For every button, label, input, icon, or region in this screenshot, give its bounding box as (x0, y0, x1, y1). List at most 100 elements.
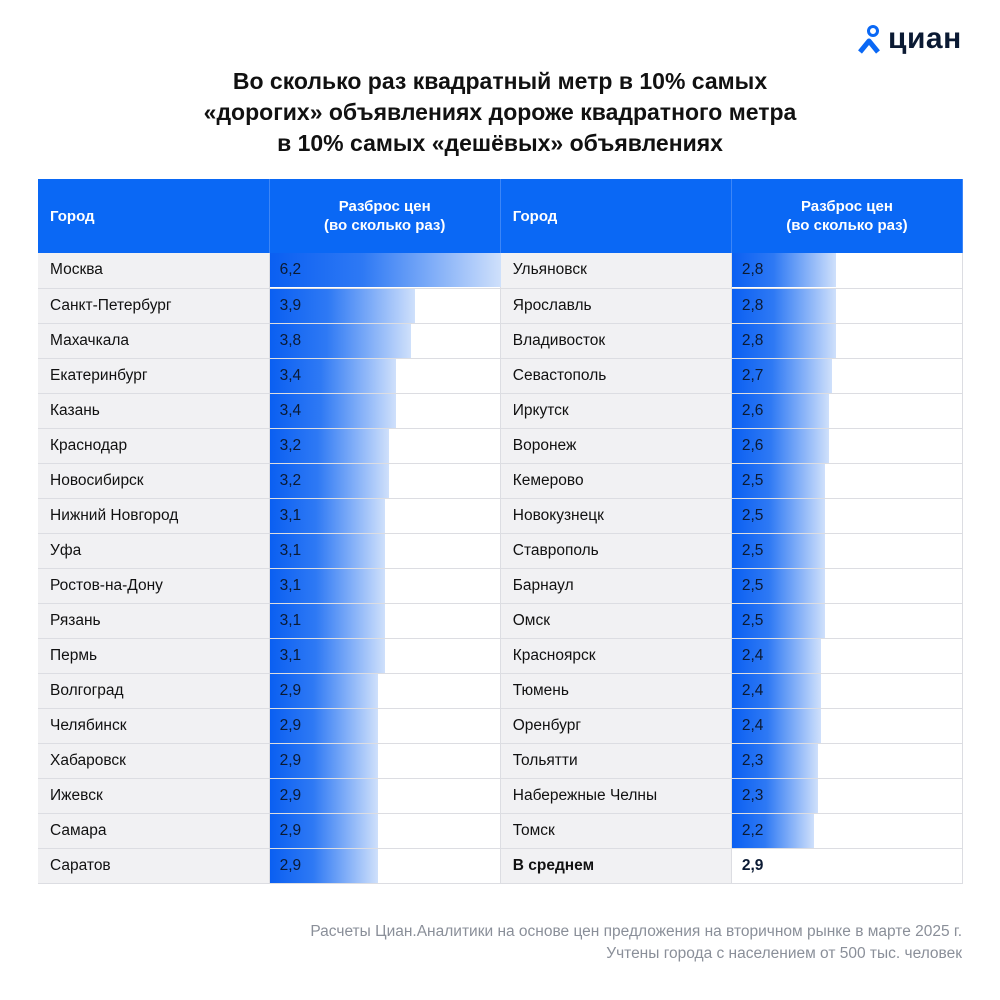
value-label: 2,9 (279, 681, 302, 699)
logo-text: циан (888, 22, 962, 55)
value-label: 2,6 (741, 401, 764, 419)
value-bar (731, 253, 837, 287)
city-cell: Воронеж (500, 428, 732, 464)
city-cell: Барнаул (500, 568, 732, 604)
value-cell: 2,9 (731, 848, 964, 884)
value-label: 2,5 (741, 611, 764, 629)
table-row: Волгоград 2,9 Тюмень 2,4 (38, 673, 964, 709)
value-cell: 2,4 (731, 638, 964, 674)
value-label: 2,9 (279, 716, 302, 734)
table-row: Уфа 3,1 Ставрополь 2,5 (38, 533, 964, 569)
value-label: 3,4 (279, 366, 302, 384)
city-cell: Красноярск (500, 638, 732, 674)
title-line: «дорогих» объявлениях дороже квадратного… (203, 99, 797, 125)
value-bar (269, 673, 378, 708)
value-bar (269, 638, 386, 673)
value-label: 2,8 (741, 261, 764, 279)
table-row: Краснодар 3,2 Воронеж 2,6 (38, 428, 964, 464)
footnote-line: Учтены города с населением от 500 тыс. ч… (606, 945, 962, 962)
value-label: 2,9 (279, 821, 302, 839)
value-bar (269, 568, 386, 603)
city-cell: Волгоград (38, 673, 270, 709)
value-label: 3,1 (279, 506, 302, 524)
footnote-line: Расчеты Циан.Аналитики на основе цен пре… (310, 923, 962, 940)
value-bar (269, 778, 378, 813)
value-cell: 2,8 (731, 253, 964, 289)
header-value: Разброс цен (во сколько раз) (731, 179, 964, 253)
value-bar (731, 638, 822, 673)
table-row: Москва 6,2 Ульяновск 2,8 (38, 253, 964, 289)
table-row: Самара 2,9 Томск 2,2 (38, 813, 964, 849)
city-cell: Ярославль (500, 288, 732, 324)
value-bar (269, 253, 501, 287)
city-cell: Уфа (38, 533, 270, 569)
table-row: Новосибирск 3,2 Кемерово 2,5 (38, 463, 964, 499)
title-line: Во сколько раз квадратный метр в 10% сам… (232, 68, 768, 94)
value-bar (731, 393, 829, 428)
value-cell: 3,1 (269, 603, 501, 639)
value-bar (269, 743, 378, 778)
value-cell: 2,9 (269, 743, 501, 779)
city-cell: Севастополь (500, 358, 732, 394)
value-label: 2,8 (741, 296, 764, 314)
table-row: Казань 3,4 Иркутск 2,6 (38, 393, 964, 429)
value-bar (731, 603, 826, 638)
value-cell: 2,9 (269, 848, 501, 884)
city-cell: Казань (38, 393, 270, 429)
value-bar (731, 358, 833, 393)
value-bar (731, 673, 822, 708)
value-cell: 2,5 (731, 463, 964, 499)
city-cell: Нижний Новгород (38, 498, 270, 534)
value-label: 3,1 (279, 611, 302, 629)
city-cell: Ижевск (38, 778, 270, 814)
value-label: 3,2 (279, 471, 302, 489)
value-label: 2,9 (279, 751, 302, 769)
city-cell: Набережные Челны (500, 778, 732, 814)
title-line: в 10% самых «дешёвых» объявлениях (277, 130, 723, 156)
value-bar (269, 288, 415, 323)
header-city: Город (38, 179, 270, 253)
value-bar (731, 533, 826, 568)
city-cell: Иркутск (500, 393, 732, 429)
header-value-line: (во сколько раз) (786, 217, 908, 234)
value-cell: 3,2 (269, 463, 501, 499)
price-spread-table: Город Разброс цен (во сколько раз) Город … (38, 179, 964, 884)
city-cell: Новосибирск (38, 463, 270, 499)
value-cell: 2,7 (731, 358, 964, 394)
table-row: Саратов 2,9 В среднем 2,9 (38, 848, 964, 884)
value-bar (269, 813, 378, 848)
value-cell: 2,8 (731, 323, 964, 359)
city-cell: Ставрополь (500, 533, 732, 569)
table-row: Санкт-Петербург 3,9 Ярославль 2,8 (38, 288, 964, 324)
value-bar (731, 288, 837, 323)
value-label: 3,9 (279, 296, 302, 314)
header-value-line: (во сколько раз) (324, 217, 446, 234)
value-bar (731, 568, 826, 603)
value-label: 2,3 (741, 751, 764, 769)
value-cell: 2,9 (269, 778, 501, 814)
value-label: 2,5 (741, 541, 764, 559)
value-bar (731, 323, 837, 358)
city-cell: Махачкала (38, 323, 270, 359)
value-cell: 3,4 (269, 358, 501, 394)
value-cell: 2,9 (269, 708, 501, 744)
value-cell: 2,9 (269, 813, 501, 849)
city-cell: Рязань (38, 603, 270, 639)
value-cell: 3,1 (269, 568, 501, 604)
header-value-line: Разброс цен (338, 198, 431, 215)
value-cell: 2,8 (731, 288, 964, 324)
value-label: 2,4 (741, 681, 764, 699)
value-bar (269, 603, 386, 638)
value-cell: 3,2 (269, 428, 501, 464)
table-row: Ростов-на-Дону 3,1 Барнаул 2,5 (38, 568, 964, 604)
table-row: Челябинск 2,9 Оренбург 2,4 (38, 708, 964, 744)
value-bar (269, 498, 386, 533)
city-cell: Москва (38, 253, 270, 289)
value-cell: 2,2 (731, 813, 964, 849)
value-label: 2,8 (741, 331, 764, 349)
value-bar (731, 743, 818, 778)
value-cell: 3,9 (269, 288, 501, 324)
table-row: Екатеринбург 3,4 Севастополь 2,7 (38, 358, 964, 394)
city-cell: Кемерово (500, 463, 732, 499)
value-label: 2,9 (279, 856, 302, 874)
